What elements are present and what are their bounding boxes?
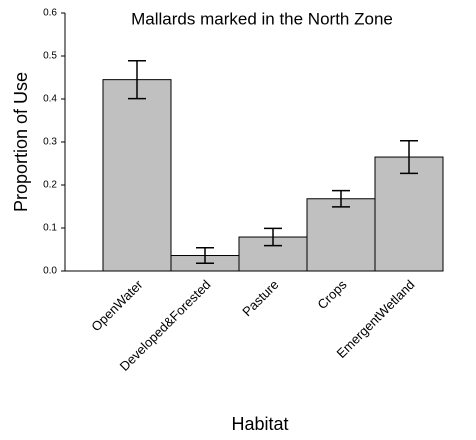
y-tick-label: 0.2 (43, 180, 57, 191)
x-tick-label: Crops (314, 277, 349, 312)
x-axis-label: Habitat (231, 414, 288, 434)
bar (102, 79, 172, 272)
y-tick-label: 0.4 (43, 94, 57, 105)
x-tick-label: OpenWater (88, 276, 146, 334)
y-tick-label: 0.3 (43, 137, 57, 148)
y-tick-label: 0.0 (43, 266, 57, 277)
bar (374, 156, 444, 272)
y-tick-label: 0.6 (43, 8, 57, 19)
y-tick-label: 0.5 (43, 51, 57, 62)
x-tick-label: Pasture (239, 277, 281, 319)
y-axis-label: Proportion of Use (11, 72, 31, 212)
y-tick-label: 0.1 (43, 223, 57, 234)
bar (306, 198, 376, 272)
chart-title: Mallards marked in the North Zone (131, 9, 393, 28)
